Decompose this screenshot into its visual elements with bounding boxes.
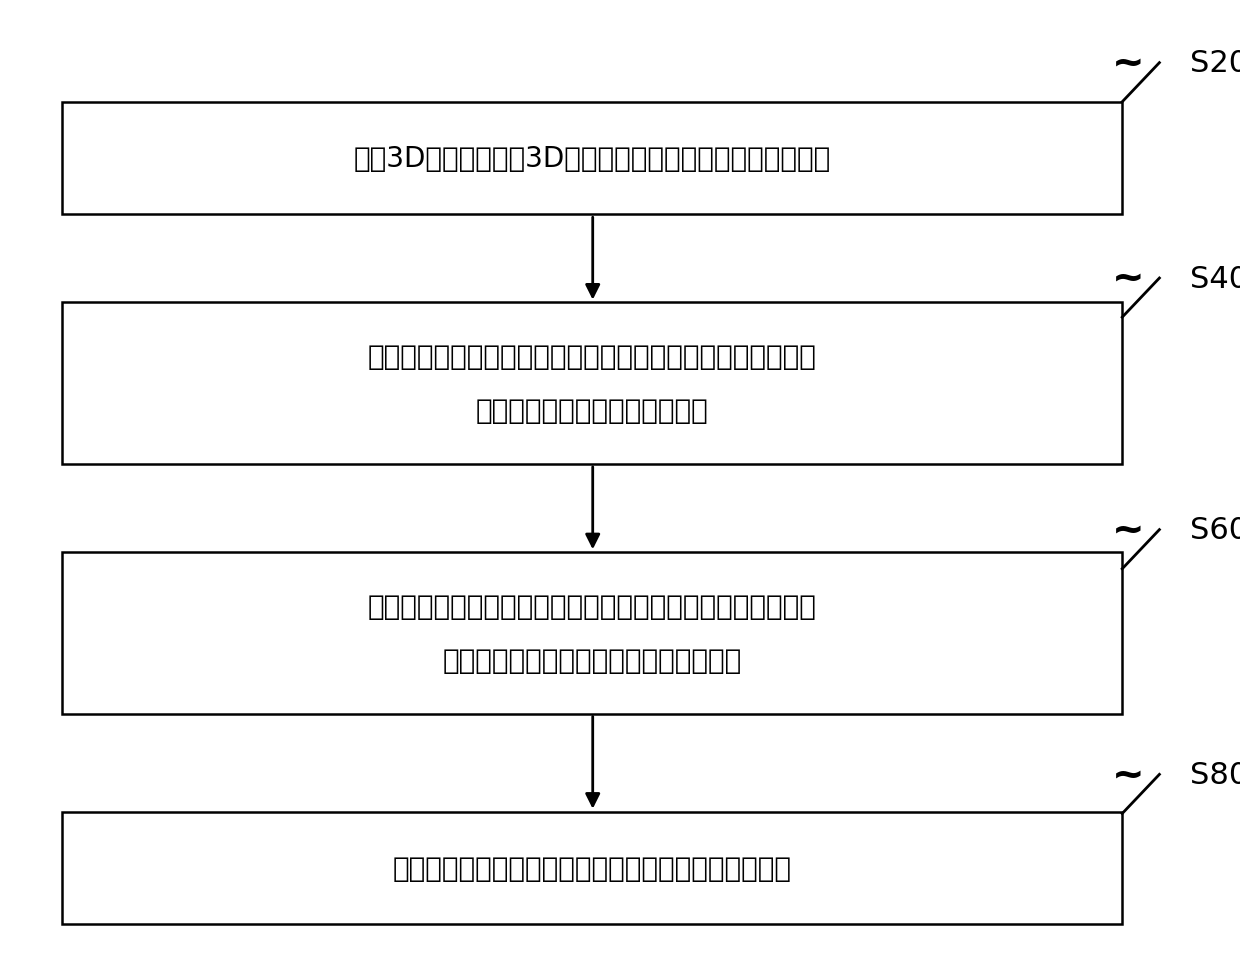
Text: 碍物中心区域获取障碍物参考点: 碍物中心区域获取障碍物参考点 bbox=[476, 397, 708, 424]
Text: S200: S200 bbox=[1190, 49, 1240, 78]
Text: S600: S600 bbox=[1190, 515, 1240, 545]
Text: ~: ~ bbox=[1112, 260, 1145, 297]
Text: 利用障碍物参考点对栅格地图中的障碍物中心区域外的栅格单: 利用障碍物参考点对栅格地图中的障碍物中心区域外的栅格单 bbox=[368, 593, 816, 620]
Text: ~: ~ bbox=[1112, 45, 1145, 82]
Bar bbox=[62, 103, 1122, 215]
Bar bbox=[62, 303, 1122, 465]
Text: 获取3D点云数据并将3D点云数据映射到平面上得到栅格地图: 获取3D点云数据并将3D点云数据映射到平面上得到栅格地图 bbox=[353, 145, 831, 173]
Text: 元中的点进行筛选，得到障碍物边缘区域: 元中的点进行筛选，得到障碍物边缘区域 bbox=[443, 646, 742, 674]
Bar bbox=[62, 553, 1122, 714]
Text: ~: ~ bbox=[1112, 511, 1145, 549]
Text: ~: ~ bbox=[1112, 756, 1145, 793]
Text: 根据障碍物中心区域和障碍物边缘区域确定障碍物信息: 根据障碍物中心区域和障碍物边缘区域确定障碍物信息 bbox=[393, 854, 791, 882]
Text: S400: S400 bbox=[1190, 264, 1240, 293]
Text: S800: S800 bbox=[1190, 760, 1240, 789]
Bar bbox=[62, 812, 1122, 924]
Text: 利用栅格聚类法从栅格地图中得到障碍物中心区域，并根据障: 利用栅格聚类法从栅格地图中得到障碍物中心区域，并根据障 bbox=[368, 343, 816, 371]
